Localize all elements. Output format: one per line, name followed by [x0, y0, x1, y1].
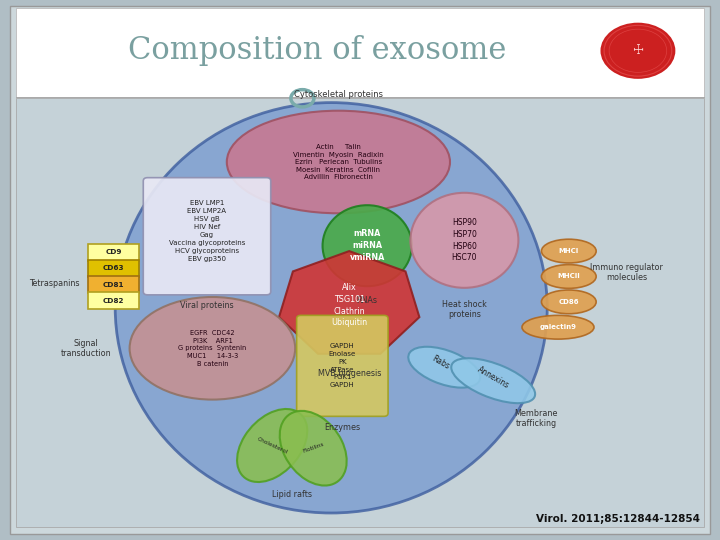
Ellipse shape — [451, 358, 535, 403]
Ellipse shape — [227, 111, 450, 213]
Text: Composition of exosome: Composition of exosome — [127, 35, 506, 66]
Text: Lipid rafts: Lipid rafts — [271, 490, 312, 498]
FancyBboxPatch shape — [16, 98, 704, 526]
Ellipse shape — [541, 265, 596, 288]
FancyBboxPatch shape — [16, 8, 704, 97]
Circle shape — [600, 23, 675, 79]
Text: GAPDH
Enolase
PK
ATPase
PGK1
GAPDH: GAPDH Enolase PK ATPase PGK1 GAPDH — [329, 343, 356, 388]
Ellipse shape — [522, 315, 594, 339]
Text: CD86: CD86 — [559, 299, 579, 305]
Ellipse shape — [130, 297, 295, 400]
FancyBboxPatch shape — [10, 6, 710, 534]
Ellipse shape — [237, 409, 307, 482]
FancyBboxPatch shape — [88, 260, 139, 277]
Ellipse shape — [408, 347, 480, 388]
Text: galectin9: galectin9 — [539, 324, 577, 330]
Ellipse shape — [410, 193, 518, 288]
Text: CD63: CD63 — [103, 265, 124, 272]
Text: Viral proteins: Viral proteins — [180, 301, 234, 310]
Text: Alix
TSG101
Clathrin
Ubiquitin: Alix TSG101 Clathrin Ubiquitin — [331, 283, 367, 327]
Text: Actin     Talin
Vimentin  Myosin  Radixin
Ezrin   Perlecan  Tubulins
Moesin  Ker: Actin Talin Vimentin Myosin Radixin Ezri… — [293, 144, 384, 180]
Text: Enzymes: Enzymes — [324, 423, 361, 432]
Text: EGFR  CDC42
PI3K    ARF1
G proteins  Syntenin
MUC1     14-3-3
B catenin: EGFR CDC42 PI3K ARF1 G proteins Syntenin… — [179, 330, 246, 367]
FancyBboxPatch shape — [88, 244, 139, 261]
Ellipse shape — [279, 411, 347, 485]
Text: ☩: ☩ — [632, 44, 644, 57]
Text: MVB biogenesis: MVB biogenesis — [318, 369, 381, 378]
Text: MHCII: MHCII — [557, 273, 580, 280]
Text: Annexins: Annexins — [476, 366, 510, 390]
Text: Virol. 2011;85:12844-12854: Virol. 2011;85:12844-12854 — [536, 515, 700, 524]
Text: MHCI: MHCI — [559, 248, 579, 254]
FancyBboxPatch shape — [143, 178, 271, 295]
Text: Signal
transduction: Signal transduction — [61, 339, 112, 358]
Text: Heat shock
proteins: Heat shock proteins — [442, 300, 487, 319]
Text: Cholesterol: Cholesterol — [256, 436, 288, 455]
Ellipse shape — [541, 239, 596, 263]
Text: Membrane
trafficking: Membrane trafficking — [515, 409, 558, 428]
Text: Rabs: Rabs — [431, 354, 451, 372]
Text: CD81: CD81 — [103, 281, 124, 288]
FancyBboxPatch shape — [88, 276, 139, 293]
Text: EBV LMP1
EBV LMP2A
HSV gB
HIV Nef
Gag
Vaccina glycoproteins
HCV glycoproteins
EB: EBV LMP1 EBV LMP2A HSV gB HIV Nef Gag Va… — [168, 200, 246, 262]
Ellipse shape — [323, 205, 412, 286]
Text: CD82: CD82 — [103, 298, 124, 304]
Text: Immuno regulator
molecules: Immuno regulator molecules — [590, 263, 663, 282]
Text: mRNA
miRNA
vmiRNA: mRNA miRNA vmiRNA — [349, 230, 385, 262]
FancyBboxPatch shape — [297, 315, 388, 416]
Text: Cytoskeletal proteins: Cytoskeletal proteins — [294, 90, 383, 99]
Polygon shape — [279, 251, 419, 354]
Text: CD9: CD9 — [105, 249, 122, 255]
Text: RNAs: RNAs — [356, 296, 378, 305]
Text: Flotilins: Flotilins — [302, 442, 325, 454]
Ellipse shape — [541, 290, 596, 314]
FancyBboxPatch shape — [88, 292, 139, 309]
Ellipse shape — [115, 103, 547, 513]
Text: HSP90
HSP70
HSP60
HSC70: HSP90 HSP70 HSP60 HSC70 — [451, 218, 477, 262]
Text: Tetraspanins: Tetraspanins — [30, 279, 80, 288]
